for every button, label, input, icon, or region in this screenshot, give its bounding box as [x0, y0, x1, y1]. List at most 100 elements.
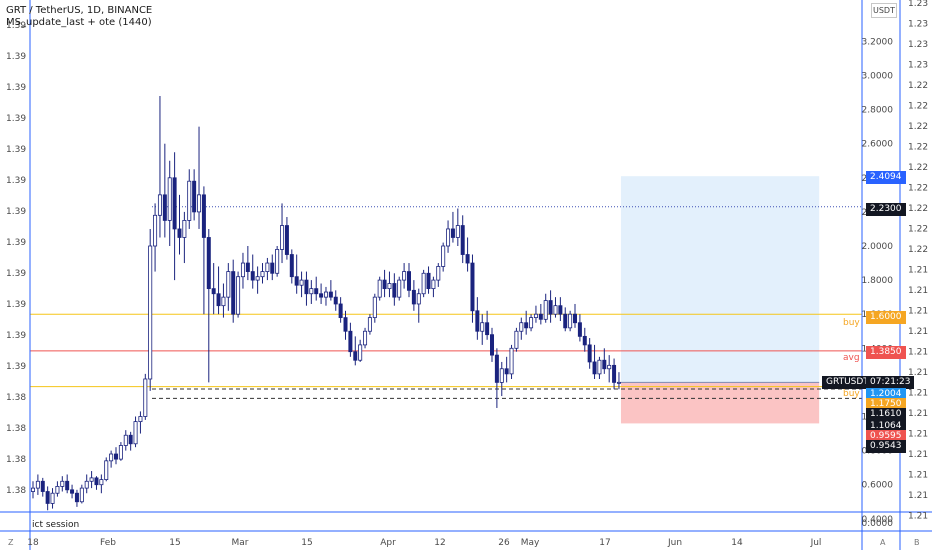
candle-body-up — [363, 330, 368, 346]
candle — [367, 314, 372, 335]
candle — [226, 263, 231, 311]
right-axis-tick: 1.21 — [908, 512, 928, 522]
tag-dashed-upper: 1.1610 — [866, 408, 906, 421]
candle-body-up — [148, 245, 153, 380]
candle — [138, 411, 143, 434]
right-axis-tick: 1.21 — [908, 368, 928, 378]
price-axis-tick: 2.0000 — [862, 242, 894, 252]
candle-body-up — [431, 279, 436, 290]
price-axis-tick: 2.8000 — [862, 106, 894, 116]
price-axis-tick: 0.0000 — [862, 519, 894, 529]
candle-body-up — [509, 347, 514, 375]
candle-body-up — [226, 271, 231, 298]
candle-body-down — [450, 228, 455, 238]
candle — [602, 348, 607, 374]
time-axis-tick: 15 — [301, 538, 312, 548]
candle — [612, 358, 617, 390]
candle — [270, 254, 275, 281]
candle-body-down — [475, 310, 480, 332]
candle — [211, 263, 216, 315]
timezone-icon[interactable]: Z — [8, 538, 14, 547]
candle-body-down — [465, 254, 470, 264]
log-scale-button[interactable]: B — [914, 538, 920, 547]
candle-body-up — [514, 330, 519, 349]
auto-scale-button[interactable]: A — [880, 538, 886, 547]
candle-body-up — [236, 276, 241, 315]
candle — [509, 344, 514, 379]
time-axis-tick: Jul — [810, 538, 822, 548]
candle-body-down — [250, 271, 255, 281]
candle-body-up — [372, 296, 377, 319]
candle — [133, 416, 138, 448]
candle — [153, 203, 158, 272]
candle — [450, 211, 455, 243]
time-axis-tick: May — [521, 538, 540, 548]
currency-button[interactable]: USDT — [871, 3, 897, 18]
candle-body-down — [524, 322, 529, 329]
candle — [260, 263, 265, 284]
candle — [353, 336, 358, 366]
candle-body-down — [94, 477, 99, 486]
candle-body-up — [421, 272, 426, 295]
candle — [485, 310, 490, 340]
candle-body-up — [50, 492, 55, 504]
time-axis-tick: Mar — [232, 538, 249, 548]
candle-body-down — [587, 344, 592, 363]
candle-body-up — [182, 220, 187, 238]
right-axis-tick: 1.22 — [908, 245, 928, 255]
candle — [372, 293, 377, 323]
candle-body-down — [172, 177, 177, 230]
candle — [94, 476, 99, 490]
candle — [490, 327, 495, 362]
candle-body-down — [231, 271, 236, 315]
candle — [573, 303, 578, 328]
candle — [182, 211, 187, 264]
right-axis-tick: 1.22 — [908, 163, 928, 173]
candle-body-up — [153, 214, 158, 247]
candle-body-up — [519, 322, 524, 332]
candle — [348, 322, 353, 357]
price-axis-tick: 2.6000 — [862, 140, 894, 150]
candle — [533, 305, 538, 323]
candle — [387, 271, 392, 298]
candle — [548, 290, 553, 323]
candle — [79, 484, 84, 504]
candle-body-down — [602, 359, 607, 370]
candle — [221, 283, 226, 318]
candle — [109, 450, 114, 468]
candle — [50, 488, 55, 509]
candle — [333, 290, 338, 311]
right-axis-tick: 1.23 — [908, 20, 928, 30]
tag-buy-lower: 1.1750 — [866, 398, 906, 411]
right-axis-tick: 1.22 — [908, 143, 928, 153]
candle-body-up — [240, 262, 245, 278]
ict-session-label: ict session — [32, 520, 80, 530]
candle — [35, 474, 40, 495]
candle-body-down — [406, 271, 411, 291]
time-axis-tick: 17 — [599, 538, 610, 548]
candle — [436, 263, 441, 287]
candle-body-down — [538, 313, 543, 320]
candle-body-up — [143, 378, 148, 417]
left-axis-tick: 1.39 — [6, 331, 26, 341]
left-axis-tick: 1.39 — [6, 238, 26, 248]
candle-body-up — [416, 293, 421, 305]
candle-body-down — [270, 262, 275, 274]
right-axis-tick: 1.21 — [908, 471, 928, 481]
left-axis-tick: 1.38 — [6, 393, 26, 403]
candle-body-down — [470, 262, 475, 312]
candle-body-down — [563, 313, 568, 329]
candle — [123, 430, 128, 451]
tag-dashed-lower: 1.1064 — [866, 420, 906, 433]
candle-body-up — [543, 300, 548, 320]
right-axis-tick: 1.21 — [908, 286, 928, 296]
candle — [201, 186, 206, 315]
candle-body-down — [577, 322, 582, 337]
candle-body-up — [60, 480, 65, 487]
left-axis-tick: 1.39 — [6, 145, 26, 155]
time-axis-tick: Jun — [667, 538, 682, 548]
time-axis-tick: 14 — [731, 538, 743, 548]
candle-body-down — [548, 300, 553, 315]
candle-body-up — [157, 194, 162, 216]
